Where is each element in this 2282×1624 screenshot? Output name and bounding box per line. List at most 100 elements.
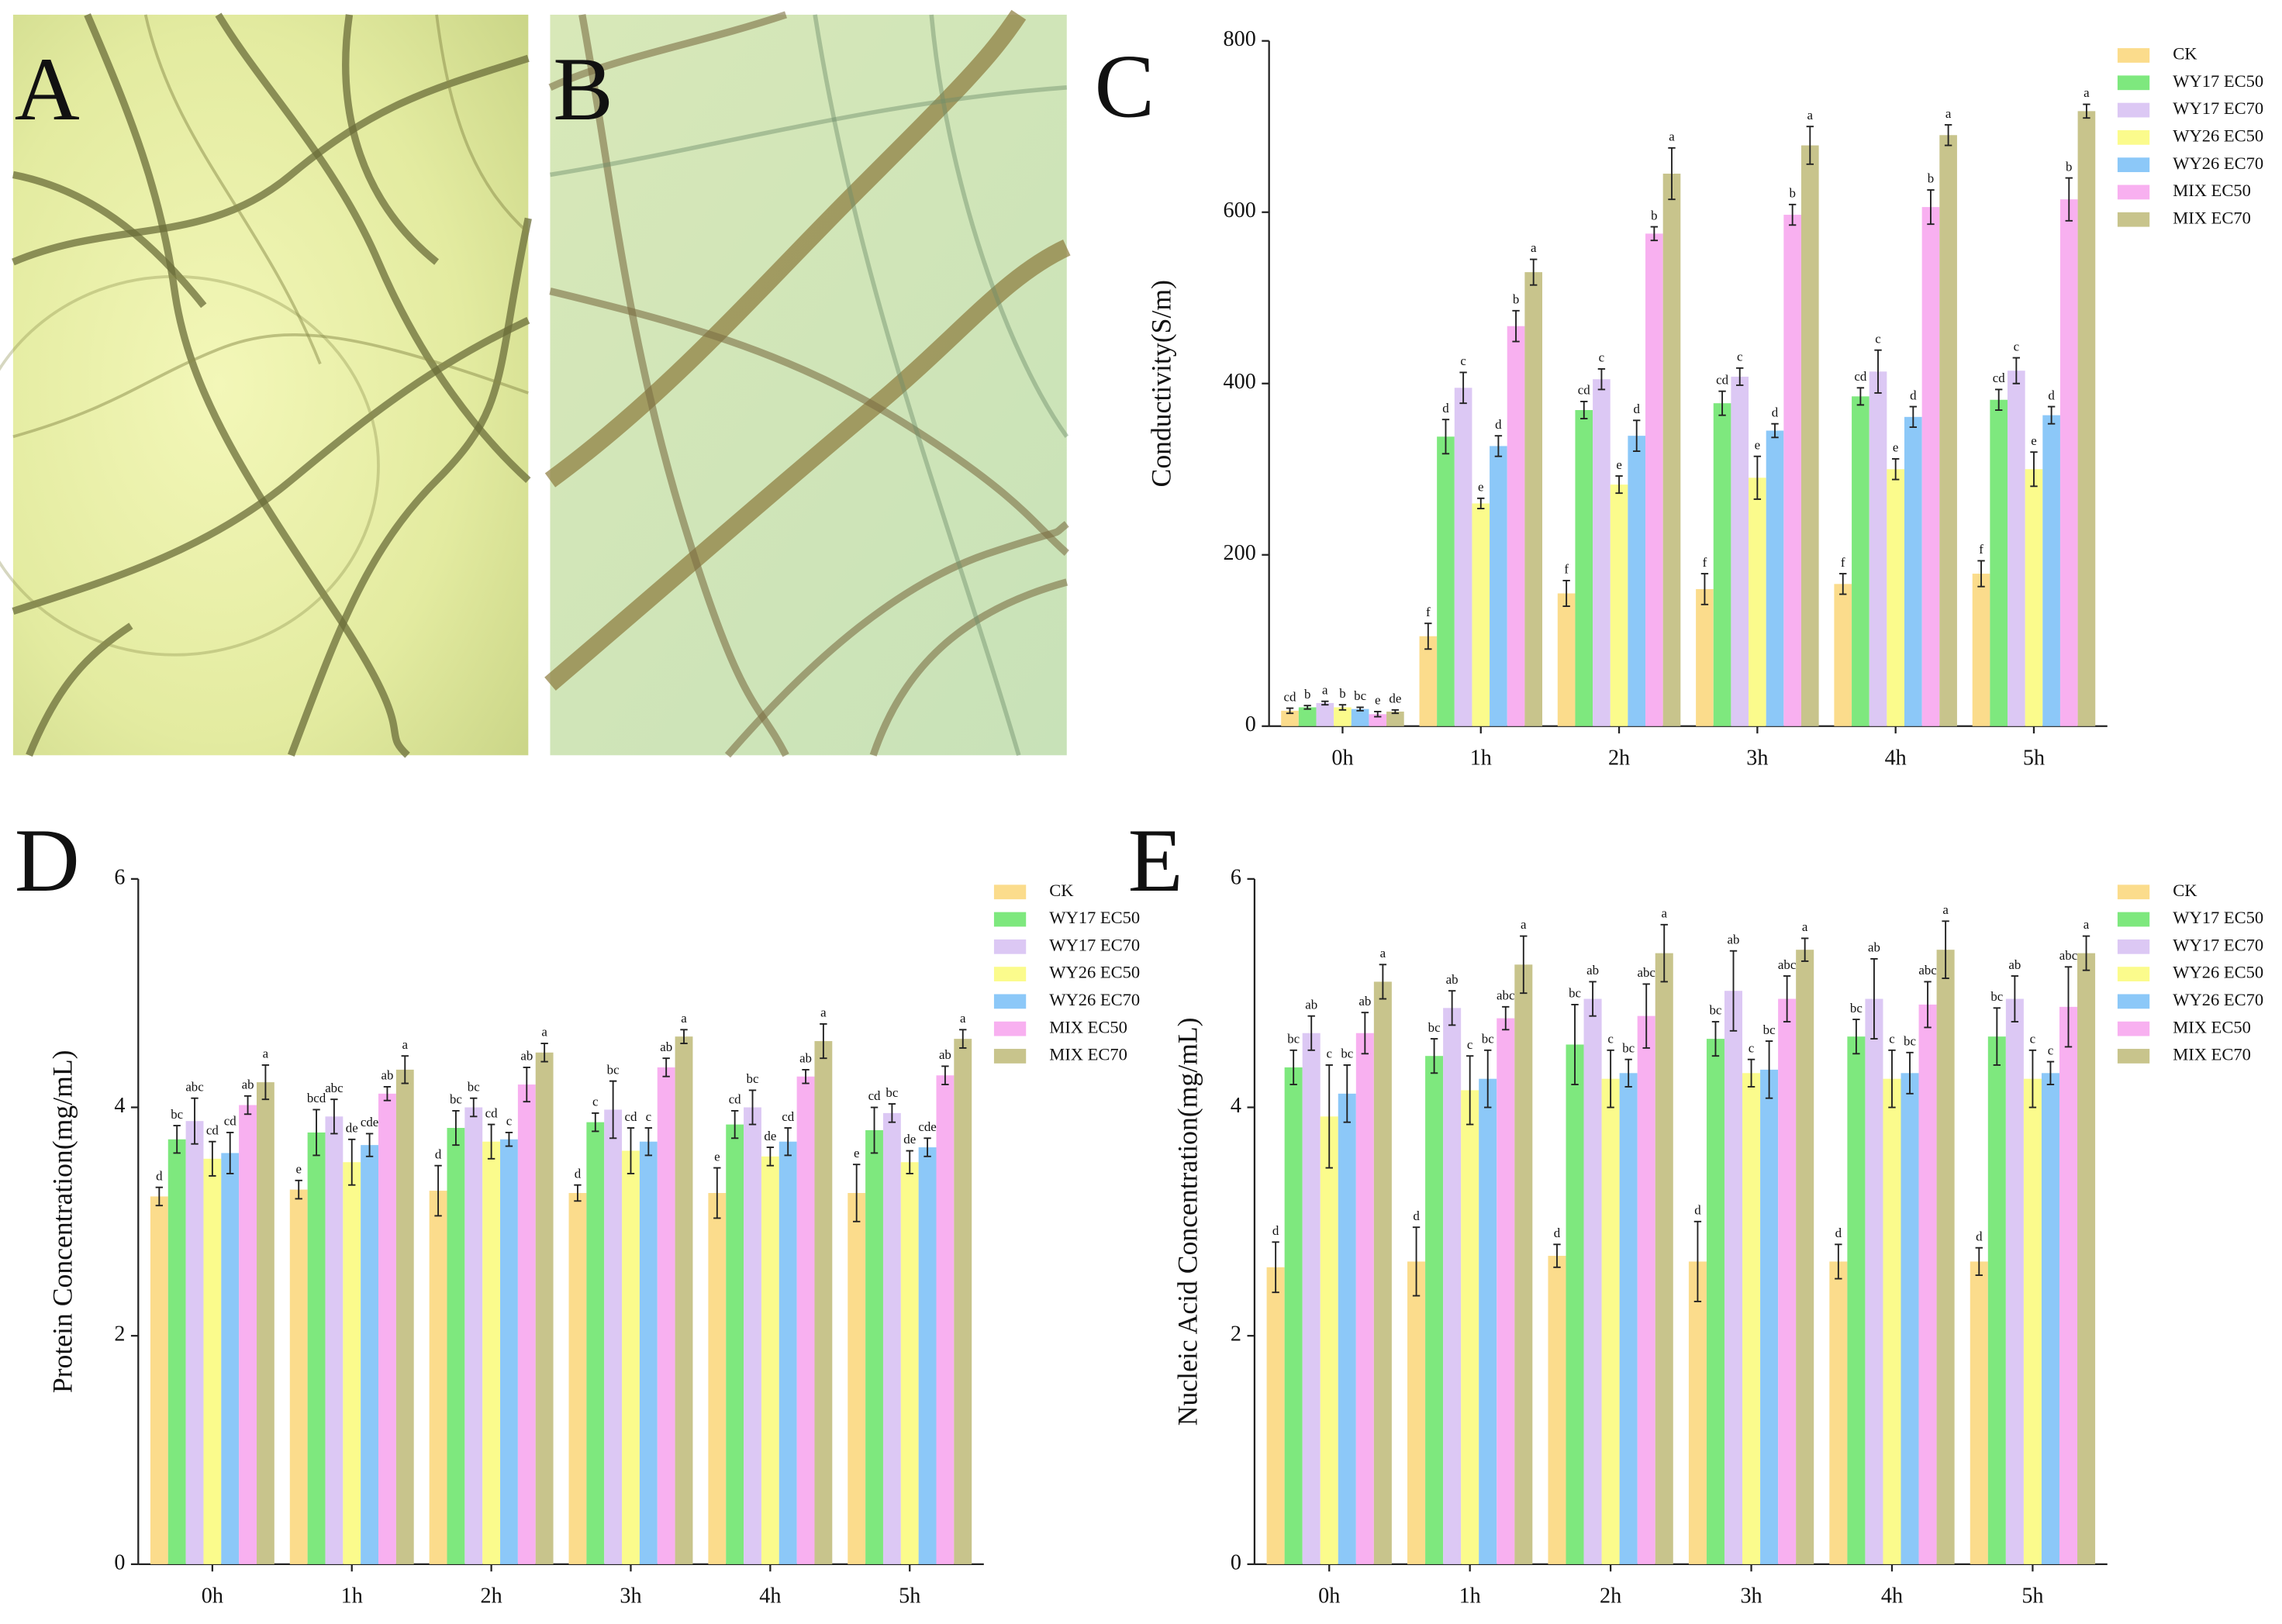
error-bar <box>1466 1055 1474 1126</box>
error-bar <box>1747 1058 1756 1088</box>
error-bar <box>853 1164 861 1222</box>
bar <box>1749 478 1766 726</box>
error-bar <box>2028 1049 2037 1109</box>
y-tick-label: 2 <box>114 1322 125 1346</box>
significance-letter: e <box>1478 480 1484 495</box>
bar <box>1619 1073 1638 1564</box>
error-bar <box>1944 124 1952 147</box>
significance-letter: b <box>1339 686 1345 701</box>
significance-letter: a <box>681 1011 687 1026</box>
bar <box>1490 446 1507 726</box>
bar <box>1461 1090 1479 1564</box>
significance-letter: e <box>1616 457 1622 472</box>
significance-letter: f <box>1426 605 1431 619</box>
significance-letter: a <box>1322 682 1328 697</box>
error-bar <box>1650 226 1659 242</box>
y-tick-label: 4 <box>114 1094 125 1118</box>
legend-swatch <box>993 912 1027 927</box>
error-bar <box>1303 705 1311 710</box>
error-bar <box>1642 983 1650 1049</box>
panel-label: C <box>1094 36 1155 136</box>
significance-letter: b <box>1513 292 1519 307</box>
significance-letter: c <box>1599 350 1605 365</box>
bar <box>1302 1033 1321 1564</box>
bar <box>1972 574 1990 726</box>
error-bar <box>1494 435 1503 457</box>
significance-letter: bc <box>747 1071 759 1086</box>
error-bar <box>1891 458 1900 481</box>
significance-letter: a <box>1942 902 1949 917</box>
legend-label: WY26 EC50 <box>2173 126 2263 146</box>
bar <box>761 1156 779 1564</box>
x-tick-label: 1h <box>1459 1584 1481 1608</box>
significance-letter: abc <box>325 1081 343 1095</box>
error-bar <box>1736 367 1744 386</box>
significance-letter: e <box>1755 437 1761 452</box>
bar <box>918 1147 937 1564</box>
error-bar <box>1874 349 1882 394</box>
x-tick-label: 1h <box>1470 746 1492 770</box>
significance-letter: ab <box>939 1047 951 1062</box>
x-tick-label: 3h <box>1740 1584 1762 1608</box>
significance-letter: a <box>1945 106 1952 121</box>
error-bar <box>452 1109 460 1146</box>
error-bar <box>1753 455 1762 500</box>
error-bar <box>1356 706 1364 712</box>
error-bar <box>1430 1038 1438 1074</box>
error-bar <box>1325 1064 1333 1169</box>
significance-letter: d <box>1694 1203 1701 1218</box>
error-bar <box>1520 935 1528 995</box>
error-bar <box>1307 1015 1315 1051</box>
bar <box>848 1193 866 1564</box>
bar <box>726 1124 744 1564</box>
significance-letter: c <box>506 1114 513 1129</box>
legend-swatch <box>993 1021 1027 1036</box>
bar <box>1939 135 1957 726</box>
error-bar <box>802 1068 810 1084</box>
legend-swatch <box>2117 129 2150 145</box>
significance-letter: c <box>1467 1037 1473 1052</box>
significance-letter: d <box>1772 405 1779 419</box>
significance-letter: a <box>960 1011 966 1026</box>
bar <box>1514 964 1533 1564</box>
bar <box>882 1112 901 1564</box>
error-bar <box>1529 258 1538 286</box>
significance-letter: ab <box>520 1049 533 1064</box>
bar <box>2077 953 2096 1564</box>
bar <box>622 1150 640 1564</box>
legend-swatch <box>2117 1049 2150 1064</box>
x-tick-label: 5h <box>899 1584 920 1608</box>
legend-label: WY17 EC70 <box>2173 98 2263 118</box>
legend-swatch <box>993 994 1027 1009</box>
significance-letter: f <box>1564 562 1569 577</box>
significance-letter: cd <box>224 1114 236 1129</box>
bar <box>675 1036 693 1564</box>
significance-letter: ab <box>660 1040 672 1054</box>
error-bar <box>644 1127 653 1157</box>
bar <box>744 1107 761 1564</box>
significance-letter: cde <box>918 1119 936 1134</box>
bar <box>2005 998 2024 1564</box>
significance-letter: c <box>1326 1046 1332 1061</box>
bar <box>429 1191 447 1564</box>
bar <box>1662 174 1681 726</box>
panel-label: D <box>15 811 80 911</box>
y-tick-label: 4 <box>1231 1094 1241 1118</box>
y-tick-label: 2 <box>1231 1322 1241 1346</box>
x-tick-label: 4h <box>759 1584 781 1608</box>
significance-letter: a <box>1802 919 1808 934</box>
significance-letter: cd <box>1716 372 1728 387</box>
bar <box>1742 1073 1761 1564</box>
error-bar <box>959 1029 967 1049</box>
bar <box>1407 1261 1426 1564</box>
significance-letter: ab <box>1305 997 1317 1012</box>
error-bar <box>383 1086 392 1102</box>
bar <box>221 1153 240 1564</box>
legend-label: MIX EC70 <box>2173 1045 2251 1064</box>
error-bar <box>1379 964 1387 1000</box>
error-bar <box>662 1057 670 1077</box>
error-bar <box>1448 990 1456 1026</box>
significance-letter: de <box>903 1132 916 1146</box>
x-tick-label: 0h <box>202 1584 223 1608</box>
significance-letter: cd <box>1578 383 1590 398</box>
